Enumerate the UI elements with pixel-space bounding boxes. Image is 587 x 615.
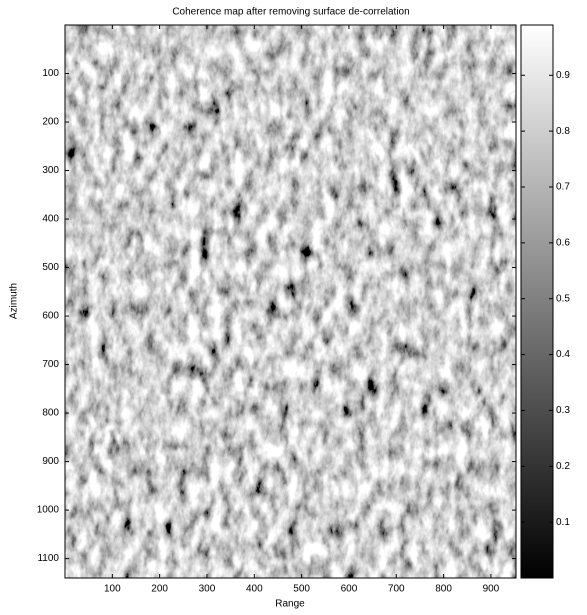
colorbar-tick-label: 0.8 <box>556 126 570 137</box>
colorbar-tick-label: 0.2 <box>556 461 570 472</box>
y-tick-label: 900 <box>42 456 59 467</box>
y-tick-label: 300 <box>42 165 59 176</box>
y-tick-label: 1100 <box>37 553 59 564</box>
y-axis-label: Azimuth <box>9 283 20 319</box>
x-tick-label: 500 <box>293 584 310 595</box>
y-tick-label: 100 <box>42 68 59 79</box>
chart: Coherence map after removing surface de-… <box>0 0 587 615</box>
x-tick-label: 600 <box>341 584 358 595</box>
y-tick-label: 600 <box>42 311 59 322</box>
chart-title: Coherence map after removing surface de-… <box>172 7 409 18</box>
y-tick-label: 400 <box>42 214 59 225</box>
x-tick-label: 100 <box>104 584 121 595</box>
y-tick-label: 200 <box>42 117 59 128</box>
colorbar-tick-label: 0.3 <box>556 405 570 416</box>
y-tick-label: 500 <box>42 262 59 273</box>
x-axis-label: Range <box>275 599 305 610</box>
x-tick-label: 800 <box>435 584 452 595</box>
x-tick-label: 700 <box>388 584 405 595</box>
x-tick-label: 300 <box>199 584 216 595</box>
colorbar-tick-label: 0.4 <box>556 349 570 360</box>
x-tick-label: 200 <box>151 584 168 595</box>
y-tick-label: 800 <box>42 408 59 419</box>
coherence-image <box>65 25 516 578</box>
colorbar-tick-label: 0.7 <box>556 182 570 193</box>
x-tick-label: 900 <box>483 584 500 595</box>
colorbar <box>521 25 553 578</box>
colorbar-tick-label: 0.1 <box>556 517 570 528</box>
y-tick-label: 1000 <box>37 505 60 516</box>
colorbar-tick-label: 0.9 <box>556 70 570 81</box>
y-tick-label: 700 <box>42 359 59 370</box>
x-tick-label: 400 <box>246 584 263 595</box>
colorbar-tick-label: 0.5 <box>556 293 570 304</box>
colorbar-tick-label: 0.6 <box>556 237 570 248</box>
